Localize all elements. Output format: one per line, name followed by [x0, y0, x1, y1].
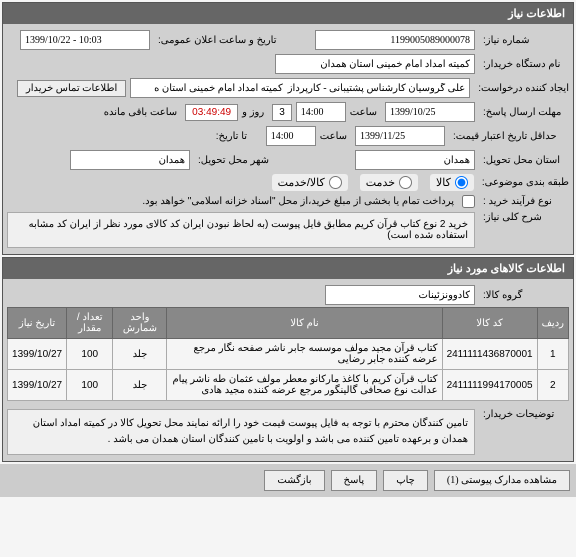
subject-label: شرح کلی نیاز: [479, 212, 569, 223]
notes-text: تامین کنندگان محترم با توجه به فایل پیوس… [7, 409, 475, 455]
cell-qty: 100 [67, 370, 113, 401]
day-label: روز و [242, 107, 268, 118]
col-unit: واحد شمارش [113, 308, 167, 339]
radio-both[interactable]: کالا/خدمت [272, 174, 348, 191]
cell-qty: 100 [67, 339, 113, 370]
delivery-state-label: استان محل تحویل: [479, 155, 569, 166]
category-radio-group: کالا خدمت کالا/خدمت [272, 174, 474, 191]
need-no-label: شماره نیاز: [479, 35, 569, 46]
budget-label: طبقه بندی موضوعی: [478, 177, 569, 188]
notes-label: توضیحات خریدار: [479, 409, 569, 420]
cell-date: 1399/10/27 [8, 339, 67, 370]
attachments-button[interactable]: مشاهده مدارک پیوستی (1) [434, 470, 570, 491]
time-label-2: ساعت [320, 131, 351, 142]
radio-goods[interactable]: کالا [430, 174, 474, 191]
back-button[interactable]: بازگشت [264, 470, 324, 491]
need-info-panel: اطلاعات نیاز شماره نیاز: تاریخ و ساعت اع… [2, 2, 574, 255]
subject-text: خرید 2 نوع کتاب قرآن کریم مطابق فایل پیو… [7, 212, 475, 248]
contact-buyer-button[interactable]: اطلاعات تماس خریدار [17, 80, 126, 97]
col-row: ردیف [537, 308, 568, 339]
group-label: گروه کالا: [479, 290, 569, 301]
print-button[interactable]: چاپ [383, 470, 428, 491]
cell-name: کتاب قرآن مجید مولف موسسه جابر ناشر صفحه… [167, 339, 442, 370]
col-date: تاریخ نیاز [8, 308, 67, 339]
process-note: پرداخت تمام یا بخشی از مبلغ خرید،از محل … [142, 196, 458, 207]
buyer-label: نام دستگاه خریدار: [479, 59, 569, 70]
cell-unit: جلد [113, 370, 167, 401]
process-label: نوع فرآیند خرید : [479, 196, 569, 207]
countdown-days: 3 [272, 104, 292, 121]
minprice-label: حداقل تاریخ اعتبار قیمت: [449, 131, 569, 142]
need-no-field[interactable] [315, 30, 475, 50]
radio-goods-input[interactable] [455, 176, 468, 189]
delivery-city-label: شهر محل تحویل: [194, 155, 284, 166]
cell-code: 2411111436870001 [442, 339, 537, 370]
goods-table: ردیف کد کالا نام کالا واحد شمارش تعداد /… [7, 307, 569, 401]
cell-n: 1 [537, 339, 568, 370]
panel-header: اطلاعات نیاز [3, 3, 573, 24]
minprice-date-field[interactable] [355, 126, 445, 146]
deadline-time-field[interactable] [296, 102, 346, 122]
creator-label: ایجاد کننده درخواست: [474, 83, 569, 94]
goods-panel-header: اطلاعات کالاهای مورد نیاز [3, 258, 573, 279]
countdown-time: 03:49:49 [185, 104, 238, 121]
table-row: 22411111994170005کتاب قرآن کریم با کاغذ … [8, 370, 569, 401]
cell-code: 2411111994170005 [442, 370, 537, 401]
delivery-state-field[interactable] [355, 150, 475, 170]
footer-buttons: مشاهده مدارک پیوستی (1) چاپ پاسخ بازگشت [0, 464, 576, 497]
table-row: 12411111436870001کتاب قرآن مجید مولف موس… [8, 339, 569, 370]
col-code: کد کالا [442, 308, 537, 339]
buyer-field[interactable] [275, 54, 475, 74]
goods-info-panel: اطلاعات کالاهای مورد نیاز گروه کالا: ردی… [2, 257, 574, 462]
reply-button[interactable]: پاسخ [331, 470, 378, 491]
creator-field[interactable] [130, 78, 470, 98]
announce-field[interactable] [20, 30, 150, 50]
col-qty: تعداد / مقدار [67, 308, 113, 339]
process-checkbox[interactable] [462, 195, 475, 208]
cell-name: کتاب قرآن کریم با کاغذ مارکانو معطر مولف… [167, 370, 442, 401]
todate-label: تا تاریخ: [212, 131, 262, 142]
time-label-1: ساعت [350, 107, 381, 118]
deadline-date-field[interactable] [385, 102, 475, 122]
col-name: نام کالا [167, 308, 442, 339]
cell-unit: جلد [113, 339, 167, 370]
radio-both-input[interactable] [329, 176, 342, 189]
group-field[interactable] [325, 285, 475, 305]
radio-service[interactable]: خدمت [360, 174, 418, 191]
remain-label: ساعت باقی مانده [104, 107, 181, 118]
deadline-label: مهلت ارسال پاسخ: [479, 107, 569, 118]
radio-service-input[interactable] [399, 176, 412, 189]
cell-n: 2 [537, 370, 568, 401]
delivery-city-field[interactable] [70, 150, 190, 170]
minprice-time-field[interactable] [266, 126, 316, 146]
cell-date: 1399/10/27 [8, 370, 67, 401]
announce-label: تاریخ و ساعت اعلان عمومی: [154, 35, 284, 46]
